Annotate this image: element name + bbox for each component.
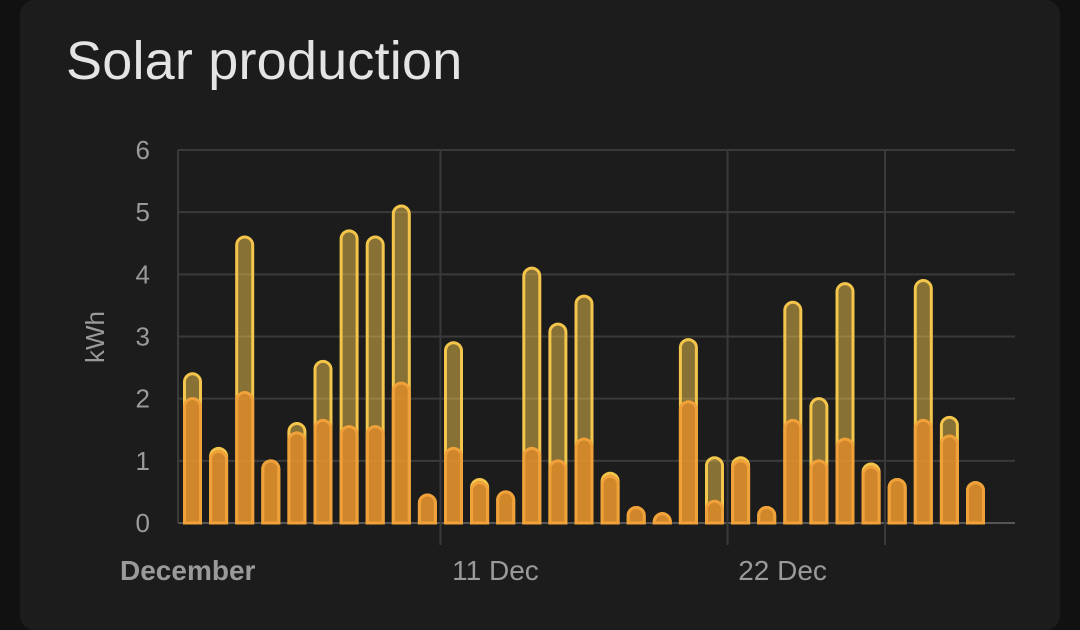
bar-part[interactable] [183, 397, 202, 525]
y-tick-label: 0 [136, 508, 150, 538]
x-tick-label: 11 Dec [452, 555, 539, 586]
y-tick-label: 1 [136, 446, 150, 476]
y-tick-label: 4 [136, 259, 150, 289]
bar-part[interactable] [365, 425, 385, 525]
bar-part[interactable] [313, 419, 333, 525]
bar-part[interactable] [287, 431, 307, 525]
y-tick-label: 2 [136, 384, 150, 414]
bar-part[interactable] [522, 446, 542, 525]
bar-part[interactable] [678, 400, 698, 525]
bar-part[interactable] [939, 434, 959, 525]
bar-part[interactable] [783, 419, 803, 525]
bar-part[interactable] [626, 506, 646, 525]
card-title: Solar production [66, 31, 463, 91]
y-axis-label: kWh [80, 311, 110, 363]
bar-part[interactable] [652, 512, 672, 525]
bar-part[interactable] [470, 481, 490, 525]
bar-part[interactable] [209, 450, 229, 525]
bar-part[interactable] [731, 459, 751, 525]
bar-part[interactable] [496, 490, 516, 525]
bar-part[interactable] [574, 437, 594, 525]
bar-part[interactable] [600, 474, 620, 525]
y-tick-label: 3 [136, 322, 150, 352]
bar-part[interactable] [861, 465, 881, 525]
bar-part[interactable] [444, 446, 463, 525]
bar-part[interactable] [705, 499, 724, 525]
bar-part[interactable] [261, 459, 281, 525]
bar-part[interactable] [913, 419, 933, 525]
bar-part[interactable] [235, 391, 255, 525]
bar-part[interactable] [417, 493, 437, 525]
bar-part[interactable] [966, 481, 985, 525]
y-tick-label: 5 [136, 197, 150, 227]
bar-part[interactable] [548, 459, 568, 525]
bar-part[interactable] [809, 459, 829, 525]
bar-part[interactable] [887, 478, 907, 525]
bar-part[interactable] [339, 425, 359, 525]
y-tick-label: 6 [136, 135, 150, 165]
x-tick-label: December [120, 555, 256, 586]
solar-production-chart[interactable]: 0 1 2 3 4 5 6 December 11 Dec 22 Dec kWh [0, 0, 1080, 616]
bar-part[interactable] [391, 381, 411, 525]
bar-part[interactable] [835, 437, 855, 525]
bar-part[interactable] [757, 506, 777, 525]
x-tick-label: 22 Dec [738, 555, 827, 586]
